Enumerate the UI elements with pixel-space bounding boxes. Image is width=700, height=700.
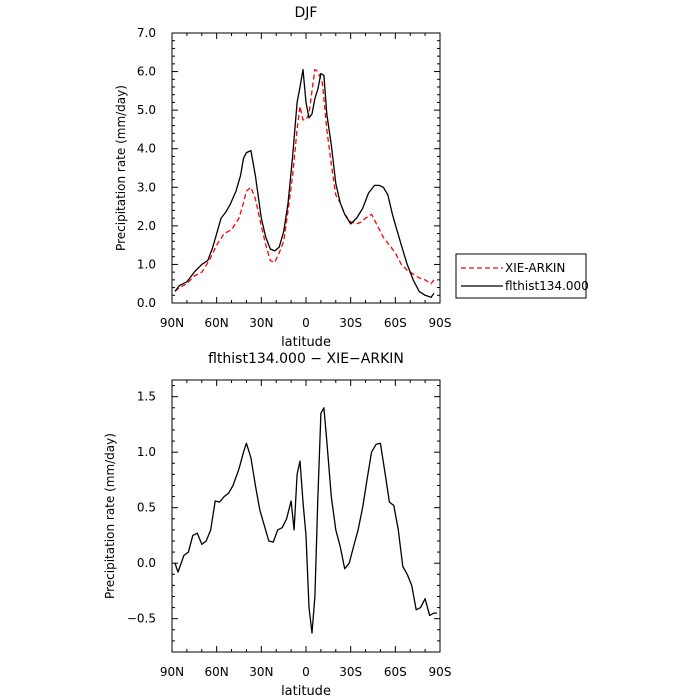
bottom-x-tick-label: 30N [249, 665, 273, 679]
top-y-tick-label: 2.0 [137, 219, 156, 233]
bottom-x-tick-label: 60N [205, 665, 229, 679]
top-panel: DJF 90N 60N 30N 0 30S 60S 90S 0.0 1.0 2.0 3.0 4.0 5… [114, 5, 451, 350]
legend: XIE-ARKIN flthist134.000 [455, 253, 589, 299]
top-y-tick-label: 7.0 [137, 26, 156, 40]
bottom-x-axis-label: latitude [281, 684, 331, 699]
bottom-plot-frame [171, 379, 441, 653]
bottom-y-tick-label: 0.5 [137, 501, 156, 515]
bottom-series-line-0 [174, 407, 437, 634]
bottom-x-tick-label: 0 [302, 665, 310, 679]
top-x-tick-label: 60N [205, 316, 229, 330]
bottom-x-tick-label: 90N [160, 665, 184, 679]
top-x-tick-label: 60S [384, 316, 407, 330]
bottom-y-axis-label: Precipitation rate (mm/day) [103, 433, 117, 599]
top-y-tick-label: 0.0 [137, 296, 156, 310]
top-y-axis-label: Precipitation rate (mm/day) [114, 85, 128, 251]
top-x-axis-label: latitude [281, 335, 331, 350]
bottom-panel: flthist134.000 − XIE−ARKIN 90N 60N 30N 0 30S… [103, 351, 451, 699]
top-y-tick-label: 1.0 [137, 257, 156, 271]
top-series-line-xie-arkin [174, 68, 435, 292]
top-y-tick-label: 6.0 [137, 65, 156, 79]
top-x-tick-label: 90N [160, 316, 184, 330]
legend-label-xie-arkin: XIE-ARKIN [505, 261, 565, 275]
top-y-tick-label: 3.0 [137, 180, 156, 194]
bottom-y-tick-label: 1.0 [137, 445, 156, 459]
top-x-tick-label: 90S [429, 316, 452, 330]
top-series [174, 68, 435, 298]
top-y-tick-label: 5.0 [137, 103, 156, 117]
top-y-ticks: 0.0 1.0 2.0 3.0 4.0 5.0 6.0 7.0 [137, 26, 440, 310]
top-x-tick-label: 30N [249, 316, 273, 330]
bottom-x-tick-label: 90S [429, 665, 452, 679]
bottom-x-ticks: 90N 60N 30N 0 30S 60S 90S [160, 380, 452, 679]
top-series-line-flthist134-000 [174, 68, 435, 298]
legend-label-flthist: flthist134.000 [505, 279, 589, 293]
top-x-ticks: 90N 60N 30N 0 30S 60S 90S [160, 33, 452, 330]
top-x-tick-label: 0 [302, 316, 310, 330]
bottom-x-tick-label: 30S [339, 665, 362, 679]
bottom-y-tick-label: 0.0 [137, 556, 156, 570]
top-x-tick-label: 30S [339, 316, 362, 330]
bottom-series [174, 407, 437, 634]
top-y-tick-label: 4.0 [137, 142, 156, 156]
bottom-y-tick-label: −0.5 [127, 612, 156, 626]
bottom-y-tick-label: 1.5 [137, 390, 156, 404]
legend-box [455, 253, 587, 299]
bottom-x-tick-label: 60S [384, 665, 407, 679]
top-panel-title: DJF [295, 5, 318, 21]
bottom-y-ticks: −0.5 0.0 0.5 1.0 1.5 [127, 385, 440, 653]
bottom-panel-title: flthist134.000 − XIE−ARKIN [208, 351, 404, 367]
